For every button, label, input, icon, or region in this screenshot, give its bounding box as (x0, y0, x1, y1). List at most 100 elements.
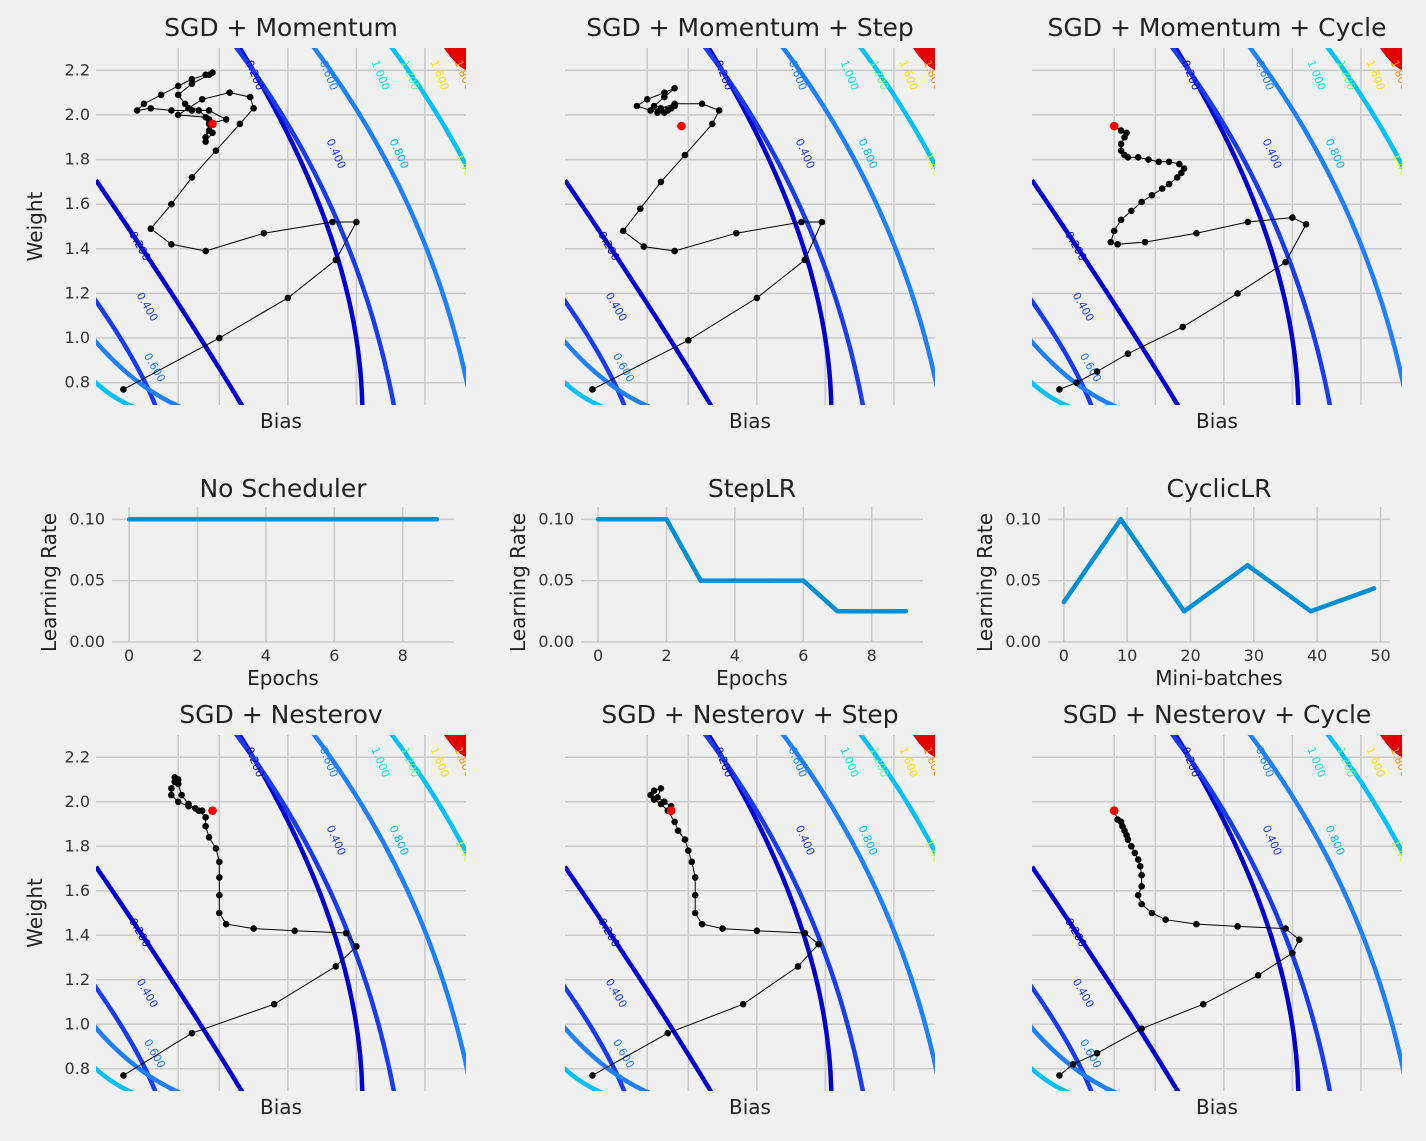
x-tick-label: 8 (398, 646, 408, 665)
contour-line (96, 338, 182, 405)
optimizer-path-point (216, 858, 223, 866)
optimizer-path-point (698, 100, 706, 108)
optimizer-path-point (1117, 140, 1125, 148)
optimizer-path-point (650, 102, 658, 110)
x-tick-label: 10 (1117, 646, 1137, 665)
optimizer-path-point (342, 929, 350, 937)
learning-rate-point (630, 517, 635, 522)
y-tick-label: 1.4 (65, 925, 90, 944)
optimizer-path-point (260, 229, 268, 237)
optimizer-path-point (147, 225, 155, 233)
x-axis-label: Epochs (716, 666, 788, 690)
contour-line (1247, 48, 1402, 389)
x-tick-label: 0 (1059, 646, 1069, 665)
start-point (666, 806, 676, 815)
y-tick-label: 0.00 (69, 632, 105, 651)
contour-line (1032, 1024, 1118, 1091)
contour-lines (96, 48, 466, 405)
optimizer-path-point (174, 111, 182, 119)
learning-rate-point (1308, 609, 1314, 614)
optimizer-path-point (171, 773, 179, 781)
optimizer-path-point (212, 147, 220, 154)
optimizer-path-point (1121, 151, 1128, 159)
y-tick-label: 0.05 (69, 571, 105, 590)
optimizer-path-point (1282, 925, 1289, 932)
optimizer-path-point (1107, 238, 1115, 246)
optimizer-path-point (174, 82, 182, 90)
optimizer-path-point (657, 178, 665, 186)
optimizer-path-point (801, 256, 809, 264)
optimizer-path-point (650, 787, 658, 794)
optimizer-path-point (589, 386, 596, 393)
optimizer-path-point (1289, 949, 1296, 957)
optimizer-path-point (1110, 227, 1118, 235)
contour-line (96, 983, 158, 1091)
optimizer-path-point (1162, 916, 1169, 923)
start-point (1109, 121, 1119, 131)
contour-line (1032, 178, 1181, 405)
x-tick-label: 8 (867, 646, 877, 665)
learning-rate-line (598, 517, 906, 614)
y-tick-label: 0.10 (1005, 509, 1041, 528)
optimizer-path-point (226, 89, 233, 96)
contour-line (96, 1065, 135, 1091)
optimizer-path-point (1117, 216, 1125, 224)
optimizer-path-point (1254, 972, 1262, 979)
optimizer-path-point (691, 874, 699, 881)
optimizer-path-point (353, 218, 360, 226)
y-tick-label: 2.2 (65, 747, 90, 766)
x-axis-label: Epochs (247, 666, 319, 690)
learning-rate-point (263, 517, 269, 522)
optimizer-path-point (188, 1029, 196, 1037)
y-tick-label: 0.10 (538, 509, 574, 528)
x-tick-label: 4 (261, 646, 271, 665)
optimizer-path-point (1134, 856, 1142, 863)
chart-title: SGD + Nesterov (179, 700, 383, 729)
chart-title: SGD + Nesterov + Step (601, 700, 898, 729)
optimizer-path-point (1056, 1072, 1063, 1079)
optimizer-path-point (1093, 368, 1101, 375)
y-tick-label: 1.6 (65, 194, 90, 213)
learning-rate-point (1371, 586, 1377, 591)
contour-line (702, 735, 866, 1091)
optimizer-path-point (1193, 229, 1200, 237)
contour-line (1169, 735, 1333, 1091)
optimizer-path-point (216, 891, 223, 899)
optimizer-path-point (181, 100, 189, 108)
y-tick-label: 1.4 (65, 239, 90, 258)
optimizer-path-point (202, 814, 209, 821)
learning-rate-line (1061, 517, 1375, 614)
contour-peak (1380, 735, 1402, 757)
optimizer-path-point (643, 96, 651, 103)
optimizer-path-point (222, 116, 230, 123)
chart-title: StepLR (708, 474, 796, 503)
optimizer-path-point (1180, 165, 1188, 172)
optimizer-path-point (198, 96, 206, 103)
x-axis-label: Bias (260, 409, 302, 433)
optimizer-path-point (1302, 220, 1310, 228)
optimizer-path-point (681, 151, 689, 159)
optimizer-path-point (647, 107, 654, 114)
chart-title: No Scheduler (199, 474, 367, 503)
optimizer-path-point (801, 929, 809, 937)
optimizer-path-point (174, 798, 182, 806)
optimizer-path-point (1193, 920, 1200, 928)
optimizer-path-point (284, 294, 292, 302)
learning-rate-point (1181, 609, 1187, 614)
optimizer-path-point (671, 818, 678, 826)
x-tick-label: 4 (730, 646, 740, 665)
optimizer-path-point (216, 334, 223, 342)
optimizer-path-point (1141, 238, 1149, 246)
optimizer-path-point (719, 925, 726, 932)
contour-lines (1032, 48, 1402, 405)
optimizer-path-point (818, 218, 826, 226)
x-tick-label: 2 (661, 646, 671, 665)
learning-rate-point (161, 517, 166, 522)
optimizer-path-point (681, 836, 689, 843)
optimizer-path-point (647, 791, 654, 799)
y-tick-label: 0.8 (65, 373, 90, 392)
optimizer-path-point (619, 227, 627, 235)
learning-rate-point (869, 609, 874, 614)
